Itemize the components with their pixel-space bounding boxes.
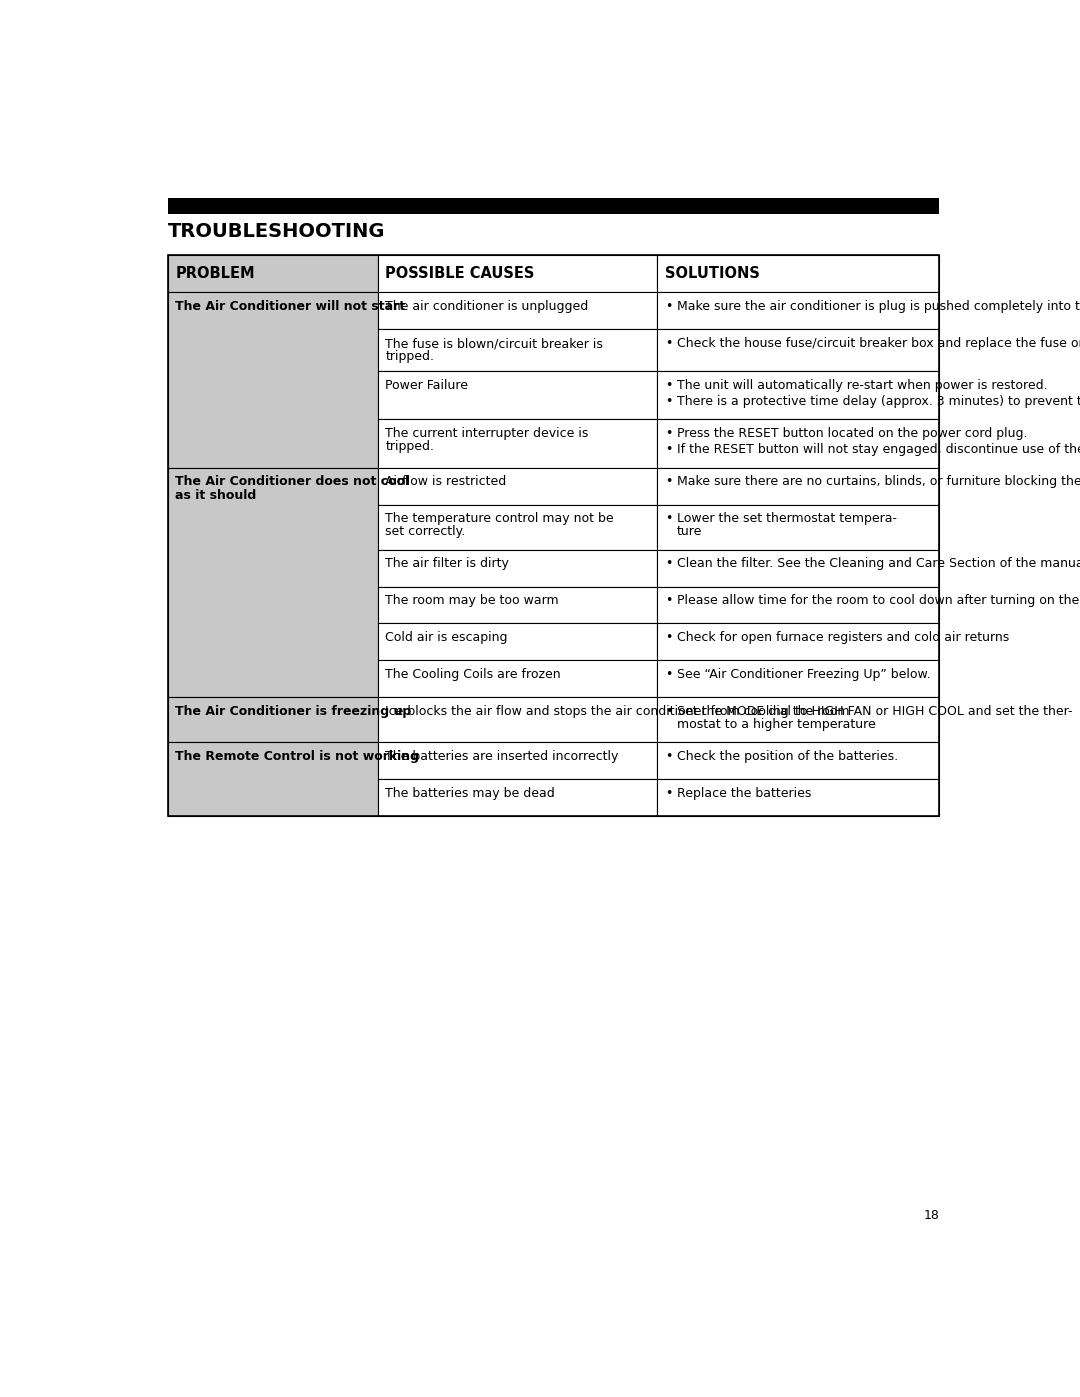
Text: mostat to a higher temperature: mostat to a higher temperature — [677, 718, 876, 732]
Bar — [657, 623, 940, 661]
Text: set correctly.: set correctly. — [386, 525, 465, 538]
Text: TROUBLESHOOTING: TROUBLESHOOTING — [167, 222, 386, 240]
Text: Set the MODE dial to HIGH FAN or HIGH COOL and set the ther-: Set the MODE dial to HIGH FAN or HIGH CO… — [677, 705, 1072, 718]
Bar — [657, 742, 940, 780]
Bar — [378, 623, 657, 661]
Text: The air filter is dirty: The air filter is dirty — [386, 557, 509, 570]
Text: Check for open furnace registers and cold air returns: Check for open furnace registers and col… — [677, 631, 1010, 644]
Text: •: • — [664, 787, 672, 800]
Text: •: • — [664, 750, 672, 763]
Bar — [167, 742, 378, 816]
Bar — [657, 661, 940, 697]
Bar — [378, 468, 657, 504]
Text: tripped.: tripped. — [386, 351, 434, 363]
Text: See “Air Conditioner Freezing Up” below.: See “Air Conditioner Freezing Up” below. — [677, 668, 931, 682]
Text: •: • — [664, 557, 672, 570]
Bar — [657, 697, 940, 742]
Text: •: • — [664, 705, 672, 718]
Bar — [657, 330, 940, 372]
Text: Cold air is escaping: Cold air is escaping — [386, 631, 508, 644]
Bar — [657, 504, 940, 549]
Text: 18: 18 — [923, 1208, 940, 1222]
Text: •: • — [664, 668, 672, 682]
Text: as it should: as it should — [175, 489, 257, 502]
Bar — [378, 549, 657, 587]
Bar — [167, 256, 378, 292]
Text: tripped.: tripped. — [386, 440, 434, 454]
Text: •: • — [664, 594, 672, 608]
Text: The air conditioner is unplugged: The air conditioner is unplugged — [386, 300, 589, 313]
Bar — [657, 372, 940, 419]
Bar — [378, 256, 657, 292]
Text: Power Failure: Power Failure — [386, 379, 469, 393]
Text: The Remote Control is not working: The Remote Control is not working — [175, 750, 419, 763]
Text: The fuse is blown/circuit breaker is: The fuse is blown/circuit breaker is — [386, 337, 603, 351]
Text: •: • — [664, 427, 672, 440]
Bar — [167, 468, 378, 697]
Text: The Cooling Coils are frozen: The Cooling Coils are frozen — [386, 668, 561, 682]
Bar — [167, 198, 940, 214]
Bar — [657, 780, 940, 816]
Bar — [378, 780, 657, 816]
Bar — [657, 256, 940, 292]
Bar — [167, 256, 940, 816]
Bar — [378, 330, 657, 372]
Text: Lower the set thermostat tempera-: Lower the set thermostat tempera- — [677, 513, 897, 525]
Text: The Air Conditioner does not cool: The Air Conditioner does not cool — [175, 475, 409, 489]
Text: The unit will automatically re-start when power is restored.: The unit will automatically re-start whe… — [677, 379, 1048, 393]
Text: •: • — [664, 443, 672, 457]
Text: There is a protective time delay (approx. 3 minutes) to prevent tripping of the : There is a protective time delay (approx… — [677, 395, 1080, 408]
Text: Please allow time for the room to cool down after turning on the air conditioner: Please allow time for the room to cool d… — [677, 594, 1080, 608]
Text: POSSIBLE CAUSES: POSSIBLE CAUSES — [386, 267, 535, 281]
Text: •: • — [664, 379, 672, 393]
Text: Replace the batteries: Replace the batteries — [677, 787, 811, 800]
Text: The room may be too warm: The room may be too warm — [386, 594, 558, 608]
Text: The temperature control may not be: The temperature control may not be — [386, 513, 613, 525]
Bar — [657, 419, 940, 468]
Text: If the RESET button will not stay engaged, discontinue use of the air conditione: If the RESET button will not stay engage… — [677, 443, 1080, 457]
Text: •: • — [664, 513, 672, 525]
Text: PROBLEM: PROBLEM — [175, 267, 255, 281]
Text: •: • — [664, 300, 672, 313]
Bar — [378, 587, 657, 623]
Bar — [378, 504, 657, 549]
Bar — [167, 292, 378, 468]
Bar — [378, 742, 657, 780]
Text: Check the position of the batteries.: Check the position of the batteries. — [677, 750, 899, 763]
Bar — [657, 549, 940, 587]
Text: The batteries may be dead: The batteries may be dead — [386, 787, 555, 800]
Bar — [378, 697, 657, 742]
Text: The Air Conditioner will not start: The Air Conditioner will not start — [175, 300, 405, 313]
Text: SOLUTIONS: SOLUTIONS — [664, 267, 759, 281]
Bar — [657, 587, 940, 623]
Text: Make sure the air conditioner is plug is pushed completely into the outlet: Make sure the air conditioner is plug is… — [677, 300, 1080, 313]
Text: •: • — [664, 631, 672, 644]
Text: Airflow is restricted: Airflow is restricted — [386, 475, 507, 489]
Text: •: • — [664, 475, 672, 489]
Bar — [378, 292, 657, 330]
Text: Check the house fuse/circuit breaker box and replace the fuse or reset the break: Check the house fuse/circuit breaker box… — [677, 337, 1080, 351]
Text: The batteries are inserted incorrectly: The batteries are inserted incorrectly — [386, 750, 619, 763]
Text: •: • — [664, 395, 672, 408]
Text: The current interrupter device is: The current interrupter device is — [386, 427, 589, 440]
Bar — [378, 419, 657, 468]
Text: ture: ture — [677, 525, 702, 538]
Bar — [657, 292, 940, 330]
Bar — [167, 697, 378, 742]
Text: Ice blocks the air flow and stops the air conditioner from cooling the room: Ice blocks the air flow and stops the ai… — [386, 705, 850, 718]
Text: Clean the filter. See the Cleaning and Care Section of the manual.: Clean the filter. See the Cleaning and C… — [677, 557, 1080, 570]
Text: Make sure there are no curtains, blinds, or furniture blocking the front of the : Make sure there are no curtains, blinds,… — [677, 475, 1080, 489]
Text: The Air Conditioner is freezing up: The Air Conditioner is freezing up — [175, 705, 411, 718]
Bar — [378, 661, 657, 697]
Bar — [378, 372, 657, 419]
Text: Press the RESET button located on the power cord plug.: Press the RESET button located on the po… — [677, 427, 1027, 440]
Text: •: • — [664, 337, 672, 351]
Bar — [657, 468, 940, 504]
